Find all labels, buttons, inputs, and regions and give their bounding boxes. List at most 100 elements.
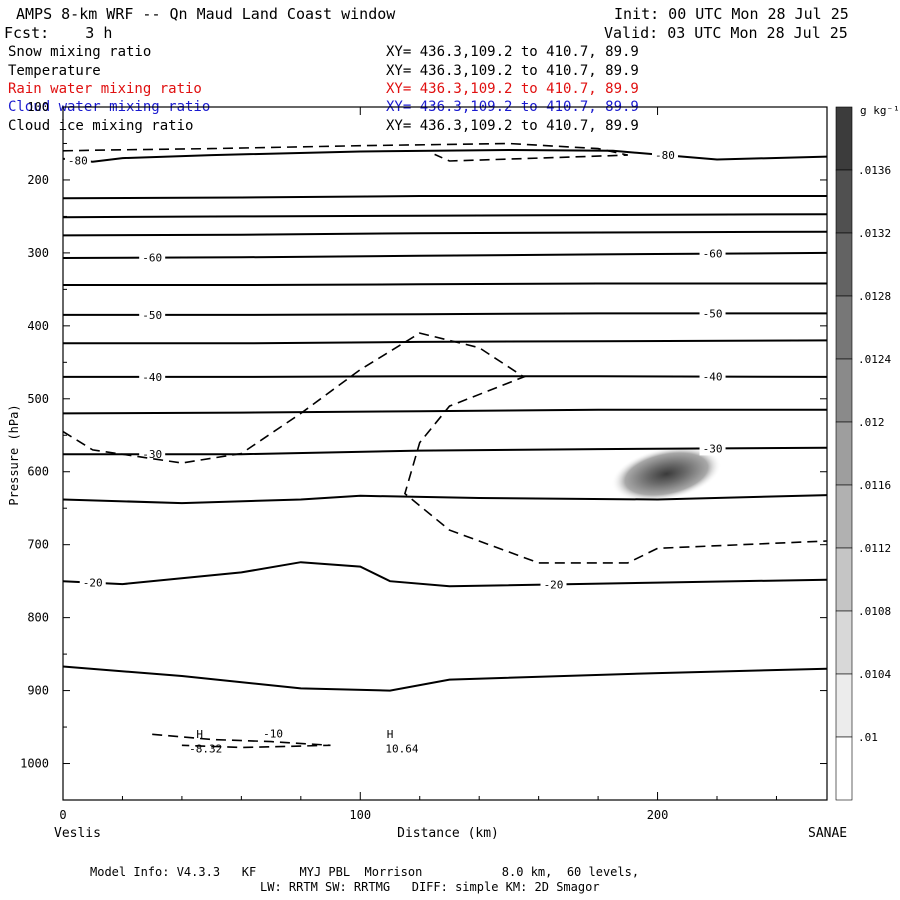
x-tick-label: 100 — [349, 808, 371, 822]
model-info: Model Info: V4.3.3 KF MYJ PBL Morrison 8… — [90, 865, 640, 879]
y-tick-label: 900 — [27, 684, 49, 698]
extremum-annotation: 10.64 — [385, 743, 418, 756]
contour-label-bg — [699, 246, 726, 261]
temperature-contour-label: -40 — [142, 371, 162, 384]
axes: 100 200 300 400 500 600 700 800 900 1000 0 100 200 — [20, 100, 827, 822]
snow-contour — [62, 142, 628, 162]
temperature-contour-label: -40 — [703, 371, 723, 384]
colorbar-swatch — [835, 358, 853, 423]
colorbar-unit: g kg⁻¹ — [860, 104, 900, 117]
contour-label-bg — [699, 441, 726, 456]
temperature-contour-label: -20 — [544, 578, 564, 591]
contour-label-bg — [139, 307, 166, 322]
colorbar-tick-label: .0104 — [858, 668, 891, 681]
temperature-contour-label: -30 — [703, 442, 723, 455]
contour-label-bg — [699, 369, 726, 384]
contour-label-bg — [139, 369, 166, 384]
contour-label-bg — [79, 575, 106, 590]
field-name: Temperature — [8, 63, 101, 79]
field-xy: XY= 436.3,109.2 to 410.7, 89.9 — [386, 44, 639, 60]
temperature-contour — [62, 408, 827, 415]
x-left-endpoint: Veslis — [54, 826, 101, 841]
temperature-contour — [62, 494, 828, 505]
temperature-contour — [63, 282, 827, 286]
colorbar-tick-label: .0116 — [858, 479, 891, 492]
y-tick-label: 700 — [27, 538, 49, 552]
init-time: Init: 00 UTC Mon 28 Jul 25 — [614, 5, 849, 23]
y-axis-label: Pressure (hPa) — [7, 404, 21, 505]
snow-contour — [62, 332, 828, 564]
temperature-contour — [63, 375, 828, 378]
extremum-annotation: H — [387, 728, 394, 741]
colorbar-tick-label: .0124 — [858, 353, 891, 366]
contour-label-bg — [540, 577, 567, 592]
colorbar-swatch — [835, 169, 853, 234]
colorbar-tick-label: .0108 — [858, 605, 891, 618]
temperature-contour-label: -60 — [703, 248, 723, 261]
cloud-ice-shading — [611, 445, 722, 502]
y-tick-label: 800 — [27, 611, 49, 625]
temperature-contour — [63, 312, 827, 316]
y-tick-label: 1000 — [20, 757, 49, 771]
physics-info: LW: RRTM SW: RRTMG DIFF: simple KM: 2D S… — [260, 880, 600, 894]
colorbar-tick-label: .0132 — [858, 227, 891, 240]
colorbar-tick-label: .012 — [858, 416, 885, 429]
field-xy: XY= 436.3,109.2 to 410.7, 89.9 — [386, 118, 639, 134]
colorbar-swatch — [835, 484, 853, 549]
temperature-contours: -80 -80-60 -60-50 -50-40 -40-30 -30-20 -20 — [62, 148, 828, 692]
contour-label-bg — [139, 250, 166, 265]
y-tick-label: 600 — [27, 465, 49, 479]
temperature-contour — [62, 561, 828, 588]
colorbar-swatch — [835, 232, 853, 297]
temperature-contour — [62, 195, 827, 200]
contour-label-bg — [699, 306, 726, 321]
temperature-contour-label: -80 — [655, 149, 675, 162]
annotations: H -8.32 H 10.64 — [189, 728, 419, 756]
extremum-annotation: -8.32 — [189, 743, 222, 756]
snow-contour-label: -10 — [263, 728, 283, 741]
x-tick-label: 200 — [647, 808, 669, 822]
field-name: Rain water mixing ratio — [8, 81, 202, 97]
snow-contours: -10 — [62, 142, 828, 749]
y-tick-label: 500 — [27, 392, 49, 406]
temperature-contour-label: -50 — [703, 307, 723, 320]
temperature-contour-label: -50 — [142, 309, 162, 322]
temperature-contour-label: -80 — [68, 154, 88, 167]
extremum-annotation: H — [196, 728, 203, 741]
colorbar: .0136 .0132 .0128 .0124 .012 .0116 .0112 .0108.… — [835, 106, 891, 801]
temperature-contour — [62, 251, 828, 259]
contour-label-bg — [64, 153, 91, 168]
x-right-endpoint: SANAE — [808, 826, 847, 841]
forecast-hour: Fcst: 3 h — [4, 24, 113, 42]
temperature-contour — [62, 230, 828, 237]
colorbar-tick-label: .0136 — [858, 164, 891, 177]
field-name: Cloud ice mixing ratio — [8, 118, 194, 134]
temperature-contour — [63, 339, 828, 345]
contour-label-bg — [651, 148, 678, 163]
colorbar-tick-label: .0128 — [858, 290, 891, 303]
field-xy: XY= 436.3,109.2 to 410.7, 89.9 — [386, 81, 639, 97]
colorbar-swatch — [835, 295, 853, 360]
y-tick-label: 400 — [27, 319, 49, 333]
colorbar-swatch — [835, 106, 853, 171]
colorbar-swatch — [835, 673, 853, 738]
colorbar-tick-label: .0112 — [858, 542, 891, 555]
y-tick-label: 100 — [27, 100, 49, 114]
field-name: Snow mixing ratio — [8, 44, 152, 60]
colorbar-swatch — [835, 736, 853, 801]
temperature-contour — [62, 213, 828, 219]
page-title: AMPS 8-km WRF -- Qn Maud Land Coast wind… — [16, 5, 396, 23]
temperature-contour — [62, 665, 828, 692]
colorbar-swatch — [835, 610, 853, 675]
temperature-contour-label: -60 — [142, 252, 162, 265]
temperature-contour — [62, 148, 828, 163]
field-xy: XY= 436.3,109.2 to 410.7, 89.9 — [386, 63, 639, 79]
x-axis-label: Distance (km) — [397, 826, 499, 841]
plot-frame — [62, 106, 828, 801]
colorbar-tick-label: .01 — [858, 731, 878, 744]
x-tick-label: 0 — [59, 808, 66, 822]
temperature-contour — [63, 446, 828, 456]
y-tick-label: 300 — [27, 246, 49, 260]
ice-maximum — [611, 445, 722, 502]
